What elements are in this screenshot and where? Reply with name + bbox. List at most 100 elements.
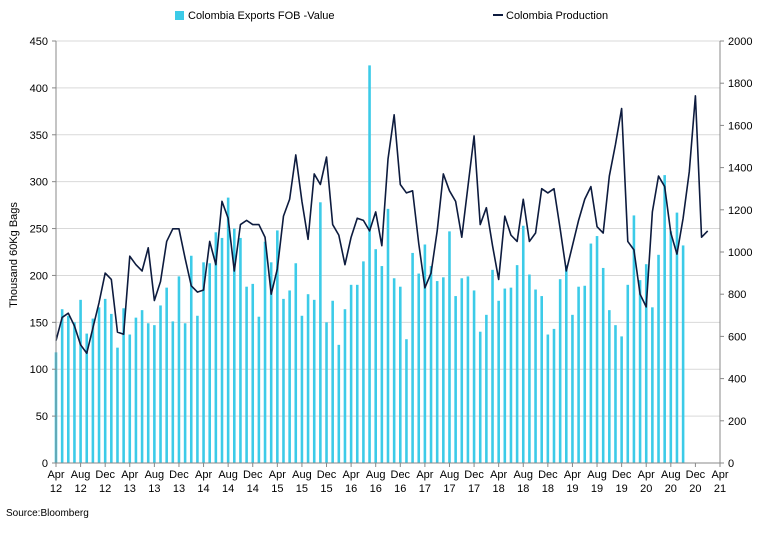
exports-bar — [282, 298, 285, 463]
exports-bar — [380, 266, 384, 463]
y-right-tick-label: 1000 — [728, 247, 752, 259]
exports-bar — [171, 321, 175, 463]
exports-bar — [239, 237, 242, 463]
exports-bar — [540, 296, 543, 463]
exports-bar — [565, 265, 568, 463]
x-tick-month: Apr — [343, 469, 360, 481]
x-tick-year: 16 — [394, 483, 406, 495]
exports-bar — [153, 325, 156, 463]
x-tick-month: Aug — [218, 469, 238, 481]
exports-bars — [54, 65, 685, 463]
x-tick-month: Aug — [661, 469, 681, 481]
x-tick-year: 14 — [222, 483, 234, 495]
exports-bar — [269, 262, 273, 463]
x-tick-year: 18 — [493, 483, 505, 495]
exports-bar — [411, 252, 414, 463]
exports-bar — [515, 265, 519, 463]
y-left-tick-label: 400 — [30, 83, 48, 95]
exports-bar — [374, 249, 377, 463]
exports-bar — [558, 279, 562, 463]
exports-bar — [288, 290, 291, 463]
legend-label-production: Colombia Production — [506, 10, 608, 22]
exports-bar — [534, 289, 537, 463]
exports-bar — [669, 231, 673, 463]
exports-bar — [300, 315, 304, 463]
exports-bar — [134, 317, 138, 463]
y-left-tick-label: 0 — [42, 458, 48, 470]
exports-bar — [442, 277, 445, 463]
exports-bar — [663, 175, 666, 463]
exports-bar — [355, 284, 359, 463]
x-tick-year: 17 — [419, 483, 431, 495]
y-right-tick-label: 1200 — [728, 205, 752, 217]
exports-bar — [503, 288, 507, 463]
exports-bar — [478, 331, 482, 463]
x-tick-year: 13 — [124, 483, 136, 495]
exports-bar — [110, 313, 113, 463]
y-axis-label: Thousand 60Kg Bags — [8, 202, 20, 308]
x-tick-month: Apr — [564, 469, 581, 481]
exports-bar — [67, 315, 70, 463]
x-tick-year: 20 — [689, 483, 701, 495]
x-tick-year: 15 — [296, 483, 308, 495]
x-tick-month: Dec — [464, 469, 484, 481]
x-tick-month: Apr — [195, 469, 212, 481]
y-right-tick-label: 400 — [728, 374, 746, 386]
y-right-tick-label: 1800 — [728, 78, 752, 90]
exports-bar — [497, 300, 500, 463]
exports-bar — [343, 309, 347, 463]
x-tick-year: 12 — [50, 483, 62, 495]
legend: Colombia Exports FOB -Value Colombia Pro… — [175, 10, 608, 22]
exports-bar — [417, 273, 421, 463]
x-tick-year: 20 — [665, 483, 677, 495]
exports-bar — [91, 318, 95, 463]
exports-bar — [644, 264, 648, 463]
x-tick-year: 17 — [443, 483, 455, 495]
exports-bar — [325, 322, 328, 463]
y-left-tick-label: 300 — [30, 177, 48, 189]
exports-bar — [521, 225, 525, 463]
x-tick-year: 16 — [345, 483, 357, 495]
exports-bar — [675, 212, 679, 463]
x-tick-year: 20 — [640, 483, 652, 495]
x-tick-month: Apr — [638, 469, 655, 481]
exports-bar — [638, 280, 642, 463]
x-tick-month: Dec — [169, 469, 189, 481]
exports-bar — [233, 228, 236, 463]
x-tick-year: 16 — [370, 483, 382, 495]
x-tick-month: Aug — [71, 469, 91, 481]
x-tick-month: Apr — [47, 469, 64, 481]
x-tick-month: Aug — [366, 469, 386, 481]
exports-bar — [202, 262, 205, 463]
exports-bar — [214, 232, 218, 463]
exports-bar — [159, 305, 162, 463]
y-right-tick-label: 1400 — [728, 163, 752, 175]
exports-bar — [146, 323, 150, 463]
y-right-tick-label: 800 — [728, 289, 746, 301]
exports-bar — [392, 278, 396, 463]
x-tick-year: 19 — [566, 483, 578, 495]
exports-bar — [577, 286, 580, 463]
exports-bar — [405, 339, 408, 463]
x-tick-year: 18 — [517, 483, 529, 495]
exports-bar — [85, 333, 89, 463]
exports-bar — [208, 263, 211, 463]
exports-bar — [349, 284, 353, 463]
x-tick-year: 15 — [320, 483, 332, 495]
exports-bar — [251, 283, 255, 463]
x-tick-year: 21 — [714, 483, 726, 495]
x-tick-year: 14 — [247, 483, 259, 495]
x-tick-year: 13 — [173, 483, 185, 495]
y-right-tick-label: 0 — [728, 458, 734, 470]
exports-bar — [509, 287, 513, 463]
source-note: Source:Bloomberg — [6, 508, 89, 519]
x-tick-month: Aug — [513, 469, 533, 481]
exports-bar — [485, 314, 488, 463]
x-tick-year: 14 — [197, 483, 209, 495]
exports-bar — [263, 241, 267, 463]
exports-bar — [79, 299, 82, 463]
x-tick-month: Aug — [292, 469, 312, 481]
exports-bar — [128, 334, 132, 463]
exports-bar — [368, 65, 371, 463]
